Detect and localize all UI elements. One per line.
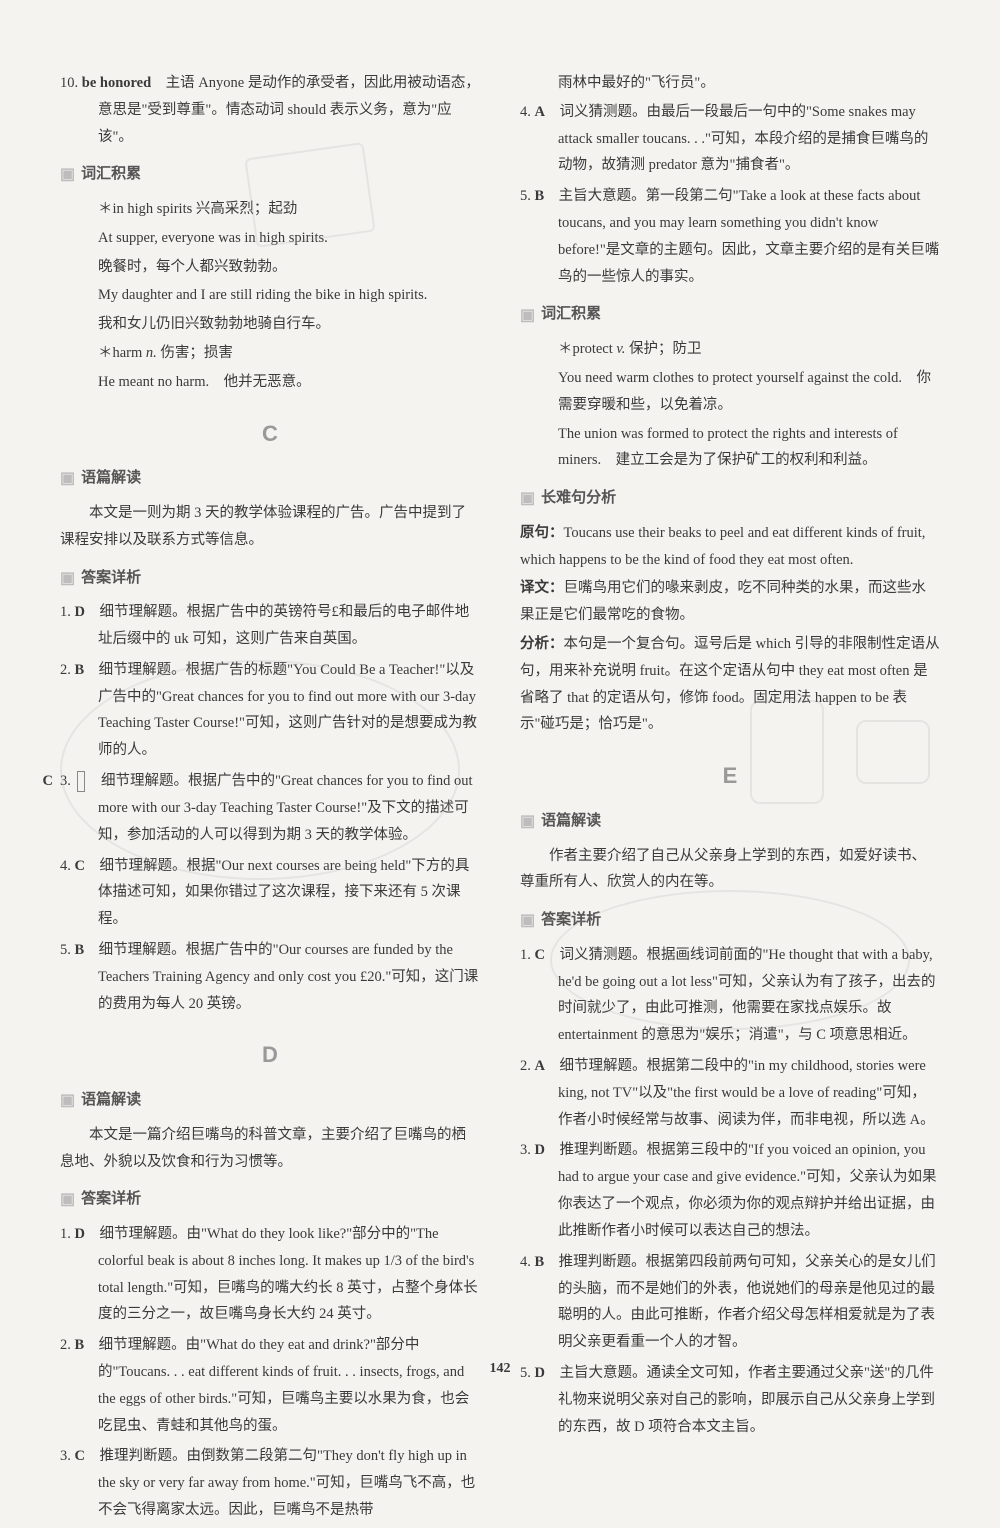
section-passage: ▣ 语篇解读 <box>60 1086 480 1116</box>
page-body: 10. be honored 主语 Anyone 是动作的承受者，因此用被动语态… <box>60 70 940 1528</box>
circle-letter-e: E <box>520 756 940 797</box>
section-title: 词汇积累 <box>81 161 141 189</box>
answer-item: 3. C 推理判断题。由倒数第二段第二句"They don't fly high… <box>60 1443 480 1523</box>
answer-item: 1. D 细节理解题。由"What do they look like?"部分中… <box>60 1221 480 1328</box>
long-ana-text: 本句是一个复合句。逗号后是 which 引导的非限制性定语从句，用来补充说明 f… <box>520 636 940 732</box>
answer-item: 3. D 推理判断题。根据第三段中的"If you voiced an opin… <box>520 1137 940 1244</box>
section-answers: ▣ 答案详析 <box>60 564 480 594</box>
answer-item: 2. B 细节理解题。由"What do they eat and drink?… <box>60 1332 480 1439</box>
section-title: 长难句分析 <box>541 485 616 513</box>
label: 分析： <box>520 636 564 652</box>
vocab-line: 晚餐时，每个人都兴致勃勃。 <box>60 254 480 281</box>
circle-letter-d: D <box>60 1035 480 1076</box>
answer-item: 2. A 细节理解题。根据第二段中的"in my childhood, stor… <box>520 1053 940 1133</box>
arrow-icon: ▣ <box>520 484 535 514</box>
answer-item: 3. C 细节理解题。根据广告中的"Great chances for you … <box>60 768 480 848</box>
vocab-line: He meant no harm. 他并无恶意。 <box>60 369 480 396</box>
passage-text: 本文是一篇介绍巨嘴鸟的科普文章，主要介绍了巨嘴鸟的栖息地、外貌以及饮食和行为习惯… <box>60 1122 480 1176</box>
explain-item: 10. be honored 主语 Anyone 是动作的承受者，因此用被动语态… <box>60 70 480 150</box>
arrow-icon: ▣ <box>60 1086 75 1116</box>
vocab-line: ＊harm n. 伤害；损害 <box>60 340 480 367</box>
section-passage: ▣ 语篇解读 <box>60 464 480 494</box>
vocab-line: ＊in high spirits 兴高采烈；起劲 <box>60 196 480 223</box>
section-title: 答案详析 <box>541 907 601 935</box>
arrow-icon: ▣ <box>60 160 75 190</box>
arrow-icon: ▣ <box>60 564 75 594</box>
long-source: 原句：Toucans use their beaks to peel and e… <box>520 520 940 574</box>
passage-text: 本文是一则为期 3 天的教学体验课程的广告。广告中提到了课程安排以及联系方式等信… <box>60 500 480 554</box>
section-answers: ▣ 答案详析 <box>520 906 940 936</box>
long-translation: 译文：巨嘴鸟用它们的喙来剥皮，吃不同种类的水果，而这些水果正是它们最常吃的食物。 <box>520 575 940 629</box>
vocab-line: The union was formed to protect the righ… <box>520 421 940 475</box>
label: 译文： <box>520 580 564 596</box>
arrow-icon: ▣ <box>60 1185 75 1215</box>
section-vocab: ▣ 词汇积累 <box>520 301 940 331</box>
vocab-line: 我和女儿仍旧兴致勃勃地骑自行车。 <box>60 311 480 338</box>
answer-item: 4. B 推理判断题。根据第四段前两句可知，父亲关心的是女儿们的头脑，而不是她们… <box>520 1249 940 1356</box>
answer-item: 1. C 词义猜测题。根据画线词前面的"He thought that with… <box>520 942 940 1049</box>
long-analysis: 分析：本句是一个复合句。逗号后是 which 引导的非限制性定语从句，用来补充说… <box>520 631 940 738</box>
vocab-line: My daughter and I are still riding the b… <box>60 282 480 309</box>
answer-item: 5. B 主旨大意题。第一段第二句"Take a look at these f… <box>520 183 940 290</box>
passage-text: 作者主要介绍了自己从父亲身上学到的东西，如爱好读书、尊重所有人、欣赏人的内在等。 <box>520 843 940 897</box>
vocab-line: You need warm clothes to protect yoursel… <box>520 365 940 419</box>
section-title: 语篇解读 <box>81 1087 141 1115</box>
arrow-icon: ▣ <box>520 301 535 331</box>
vocab-line: ＊protect v. 保护；防卫 <box>520 336 940 363</box>
right-column: 雨林中最好的"飞行员"。 4. A 词义猜测题。由最后一段最后一句中的"Some… <box>520 70 940 1528</box>
vocab-line: At supper, everyone was in high spirits. <box>60 225 480 252</box>
label: 原句： <box>520 525 564 541</box>
arrow-icon: ▣ <box>60 464 75 494</box>
answer-item: 4. C 细节理解题。根据"Our next courses are being… <box>60 853 480 933</box>
answer-item: 1. D 细节理解题。根据广告中的英镑符号£和最后的电子邮件地址后缀中的 uk … <box>60 599 480 653</box>
section-title: 答案详析 <box>81 565 141 593</box>
section-title: 词汇积累 <box>541 301 601 329</box>
section-answers: ▣ 答案详析 <box>60 1185 480 1215</box>
left-column: 10. be honored 主语 Anyone 是动作的承受者，因此用被动语态… <box>60 70 480 1528</box>
arrow-icon: ▣ <box>520 807 535 837</box>
arrow-icon: ▣ <box>520 906 535 936</box>
section-title: 语篇解读 <box>81 465 141 493</box>
circle-letter-c: C <box>60 414 480 455</box>
section-vocab: ▣ 词汇积累 <box>60 160 480 190</box>
section-passage: ▣ 语篇解读 <box>520 807 940 837</box>
page-number: 142 <box>0 1361 1000 1377</box>
long-source-text: Toucans use their beaks to peel and eat … <box>520 525 925 568</box>
answer-item: 5. B 细节理解题。根据广告中的"Our courses are funded… <box>60 937 480 1017</box>
answer-cont: 雨林中最好的"飞行员"。 <box>520 70 940 97</box>
section-title: 答案详析 <box>81 1186 141 1214</box>
section-long-sentence: ▣ 长难句分析 <box>520 484 940 514</box>
answer-item: 4. A 词义猜测题。由最后一段最后一句中的"Some snakes may a… <box>520 99 940 179</box>
answer-item: 2. B 细节理解题。根据广告的标题"You Could Be a Teache… <box>60 657 480 764</box>
section-title: 语篇解读 <box>541 808 601 836</box>
long-trans-text: 巨嘴鸟用它们的喙来剥皮，吃不同种类的水果，而这些水果正是它们最常吃的食物。 <box>520 580 926 623</box>
